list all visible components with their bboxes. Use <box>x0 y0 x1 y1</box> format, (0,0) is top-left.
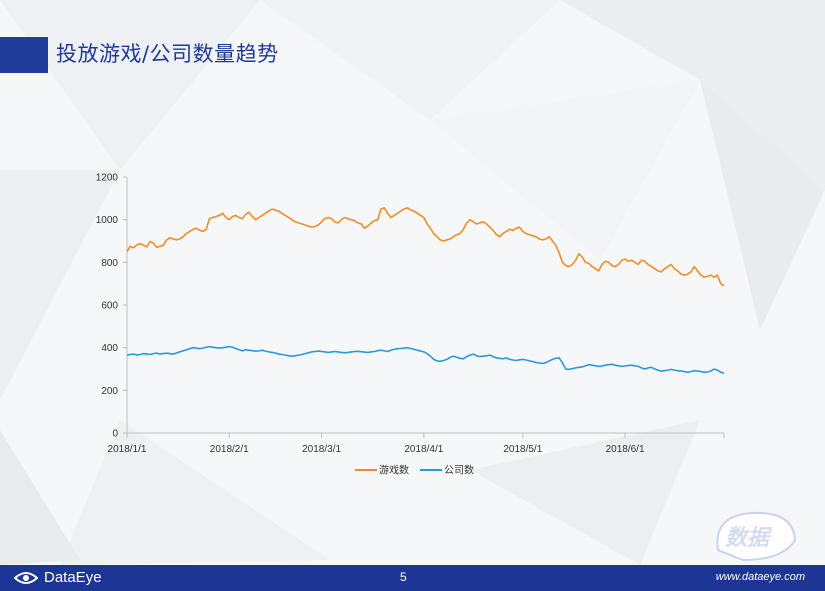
y-tick-label: 1000 <box>96 215 119 226</box>
brand-name: DataEye <box>44 569 102 586</box>
y-tick-label: 400 <box>101 343 118 354</box>
x-tick-label: 2018/1/1 <box>108 444 147 455</box>
page-title: 投放游戏/公司数量趋势 <box>56 42 279 66</box>
website-url: www.dataeye.com <box>715 571 805 583</box>
title-accent-bar <box>0 37 48 73</box>
series-line-0 <box>126 207 725 287</box>
eye-icon <box>14 571 38 584</box>
page-number: 5 <box>400 570 407 584</box>
svg-text:数据: 数据 <box>725 526 773 551</box>
x-tick-label: 2018/3/1 <box>302 444 341 455</box>
y-tick-label: 800 <box>101 258 118 269</box>
x-tick-label: 2018/5/1 <box>503 444 542 455</box>
y-tick-label: 0 <box>112 429 118 440</box>
x-tick-label: 2018/4/1 <box>404 444 443 455</box>
legend-label: 公司数 <box>444 464 474 477</box>
y-tick-label: 200 <box>101 386 118 397</box>
series-line-1 <box>126 345 725 375</box>
watermark-logo: 数据 <box>716 511 797 562</box>
y-tick-label: 1200 <box>96 173 119 184</box>
x-tick-label: 2018/2/1 <box>210 444 249 455</box>
footer-bar: DataEye 5 www.dataeye.com <box>0 565 825 591</box>
legend-label: 游戏数 <box>379 464 409 477</box>
x-tick-label: 2018/6/1 <box>606 444 645 455</box>
footer-logo: DataEye <box>14 569 102 586</box>
y-tick-label: 600 <box>101 301 118 312</box>
